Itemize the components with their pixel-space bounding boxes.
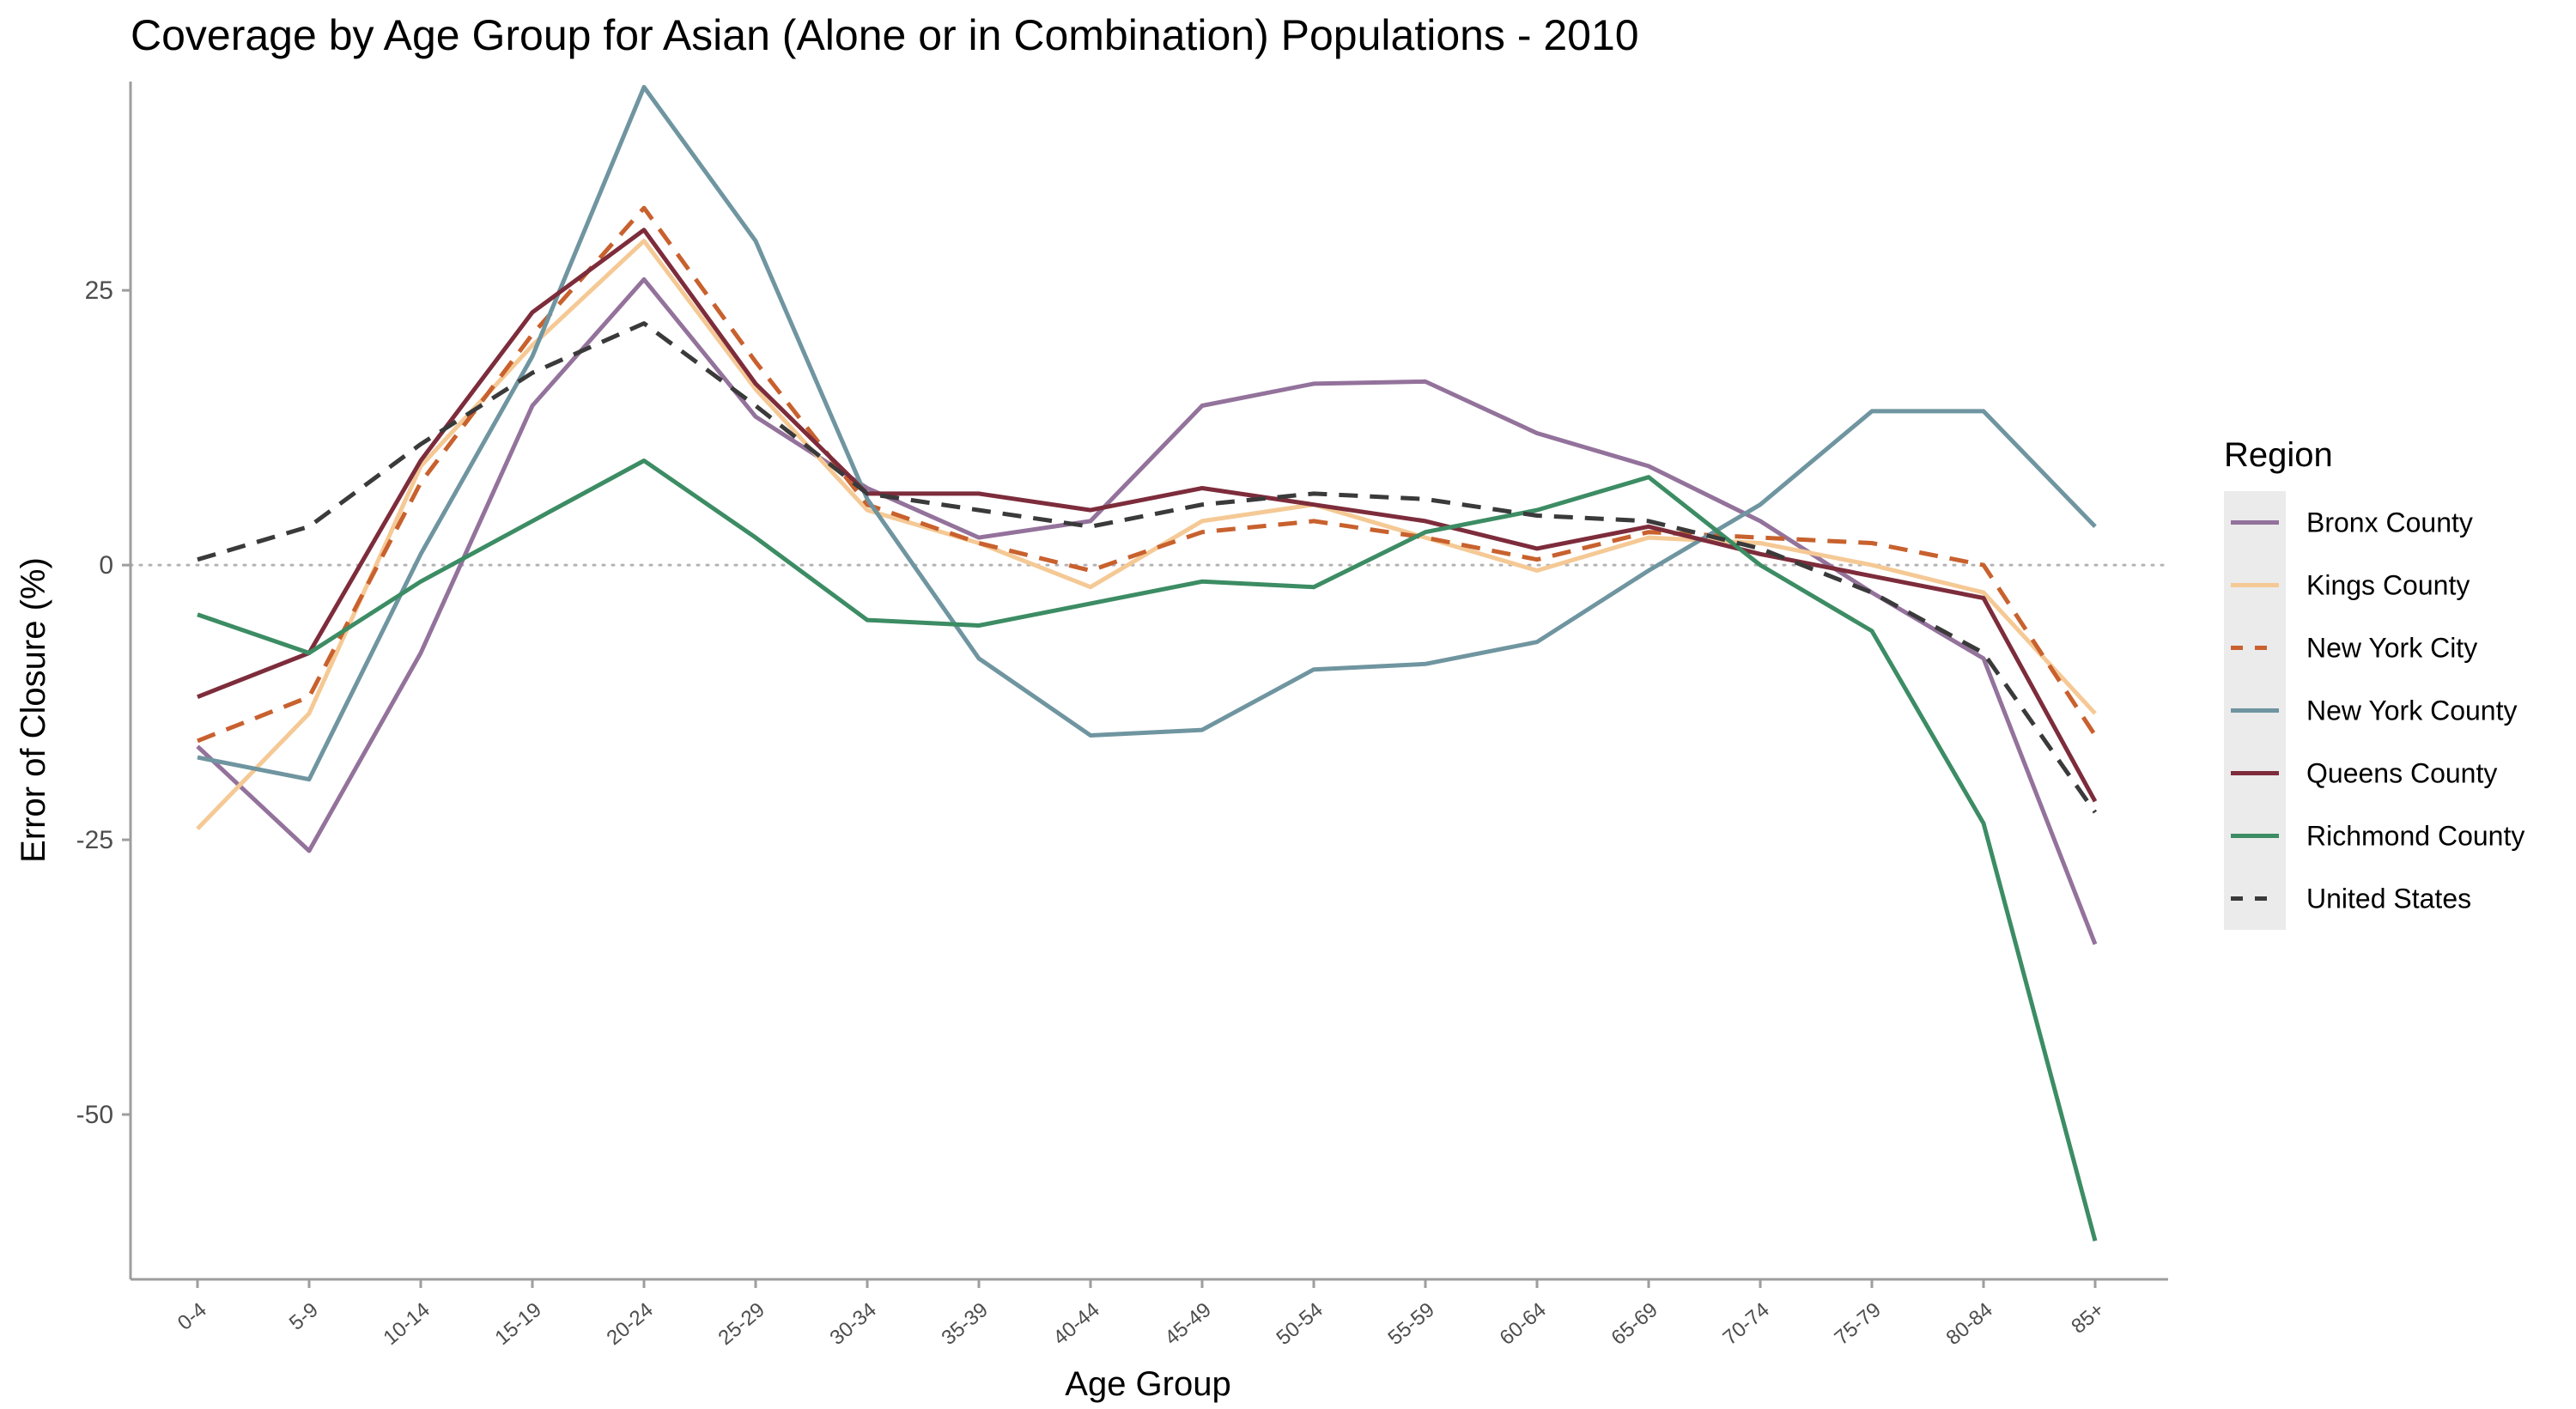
x-tick-label: 10-14 <box>379 1298 434 1350</box>
x-tick-label: 75-79 <box>1830 1298 1885 1350</box>
x-tick-label: 15-19 <box>490 1298 545 1350</box>
x-tick-label: 70-74 <box>1718 1298 1773 1350</box>
x-tick-label: 65-69 <box>1607 1298 1662 1350</box>
chart-title: Coverage by Age Group for Asian (Alone o… <box>131 11 1639 59</box>
x-tick-label: 20-24 <box>602 1298 657 1350</box>
legend: Region Bronx County Kings County New York … <box>2224 436 2524 930</box>
x-tick-label: 45-49 <box>1160 1298 1215 1350</box>
legend-label: United States <box>2306 884 2471 914</box>
y-tick-label: -50 <box>76 1101 113 1129</box>
series-line-new-york-county <box>197 84 2097 782</box>
x-tick-label: 80-84 <box>1941 1298 1996 1350</box>
x-tick-label: 40-44 <box>1048 1298 1103 1350</box>
x-tick-label: 50-54 <box>1272 1298 1327 1350</box>
legend-label: New York County <box>2306 695 2517 726</box>
legend-label: New York City <box>2306 633 2477 664</box>
plot-area <box>129 84 2170 1242</box>
x-axis-title: Age Group <box>1065 1365 1230 1403</box>
y-tick-label: 0 <box>99 551 113 580</box>
series-line-bronx-county <box>196 276 2098 945</box>
series-line-richmond-county <box>197 459 2098 1242</box>
y-tick-label: -25 <box>76 826 113 854</box>
legend-label: Richmond County <box>2306 821 2524 852</box>
series-line-kings-county <box>196 239 2097 831</box>
x-tick-label: 55-59 <box>1383 1298 1438 1350</box>
legend-label: Kings County <box>2306 570 2470 601</box>
legend-label: Queens County <box>2306 758 2497 789</box>
y-tick-label: 25 <box>85 276 113 305</box>
axes: -50 -25 0 25 0-4 5-9 10-14 15-19 20-24 25-29 30-34… <box>76 82 2168 1350</box>
x-tick-label: 5-9 <box>285 1298 323 1335</box>
y-axis-title: Error of Closure (%) <box>15 557 52 863</box>
series-line-new-york-city <box>197 205 2098 744</box>
x-tick-label: 0-4 <box>173 1298 211 1335</box>
x-tick-label: 25-29 <box>714 1298 769 1350</box>
legend-label: Bronx County <box>2306 507 2473 538</box>
legend-title: Region <box>2224 436 2333 474</box>
series-line-united-states <box>197 321 2098 814</box>
x-tick-label: 30-34 <box>825 1298 880 1350</box>
x-tick-label: 85+ <box>2067 1298 2109 1339</box>
x-tick-label: 60-64 <box>1495 1298 1550 1350</box>
x-tick-label: 35-39 <box>937 1298 992 1350</box>
